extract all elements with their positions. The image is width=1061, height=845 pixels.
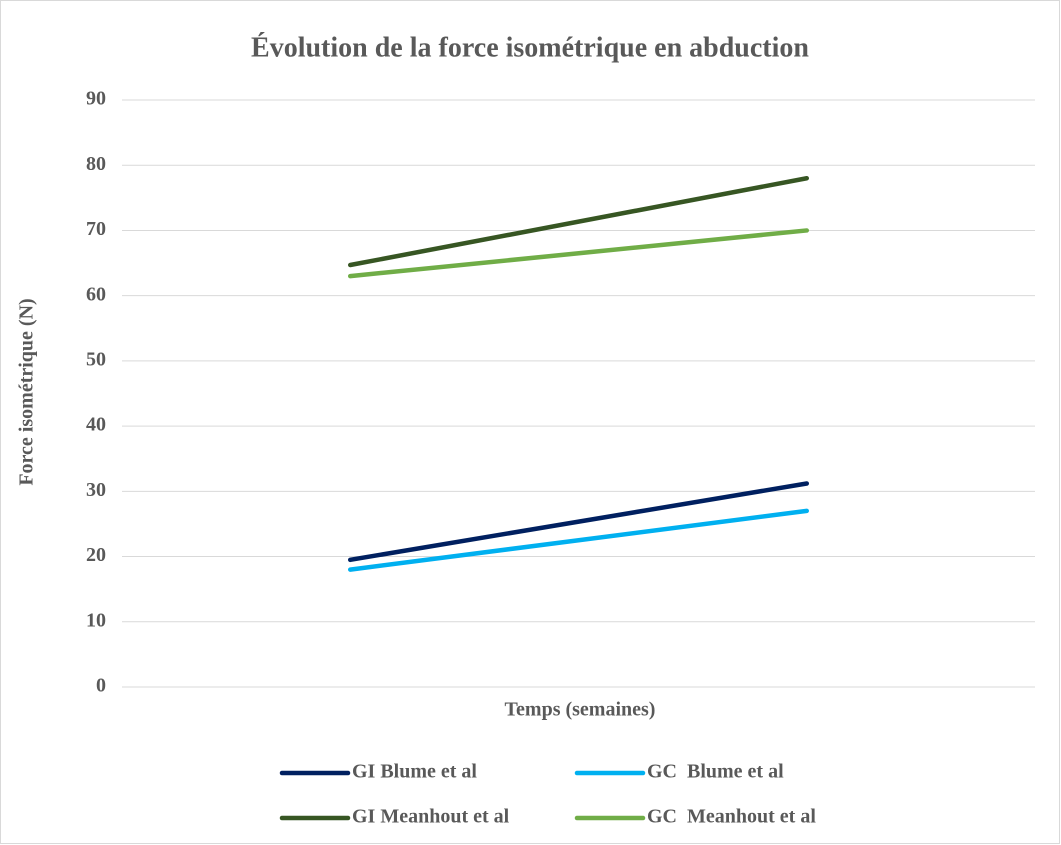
y-tick-label: 50	[86, 348, 106, 370]
legend-label: GC Blume et al	[647, 761, 784, 783]
y-tick-label: 0	[96, 675, 106, 697]
y-tick-label: 70	[86, 218, 106, 240]
x-axis-label: Temps (semaines)	[505, 699, 656, 721]
series-line	[348, 228, 809, 279]
y-tick-label: 60	[86, 283, 106, 305]
legend-label: GI Meanhout et al	[352, 806, 510, 828]
legend-label: GC Meanhout et al	[647, 806, 816, 828]
y-tick-label: 30	[86, 479, 106, 501]
y-tick-label: 80	[86, 153, 106, 175]
legend-label: GI Blume et al	[352, 761, 477, 783]
y-tick-label: 20	[86, 544, 106, 566]
chart-title: Évolution de la force isométrique en abd…	[251, 32, 809, 63]
y-tick-label: 40	[86, 414, 106, 436]
series-line	[348, 481, 809, 563]
y-axis-label: Force isométrique (N)	[16, 298, 38, 485]
y-tick-label: 90	[86, 88, 106, 110]
series-line	[348, 508, 809, 572]
series-line	[348, 176, 809, 268]
y-tick-label: 10	[86, 609, 106, 631]
